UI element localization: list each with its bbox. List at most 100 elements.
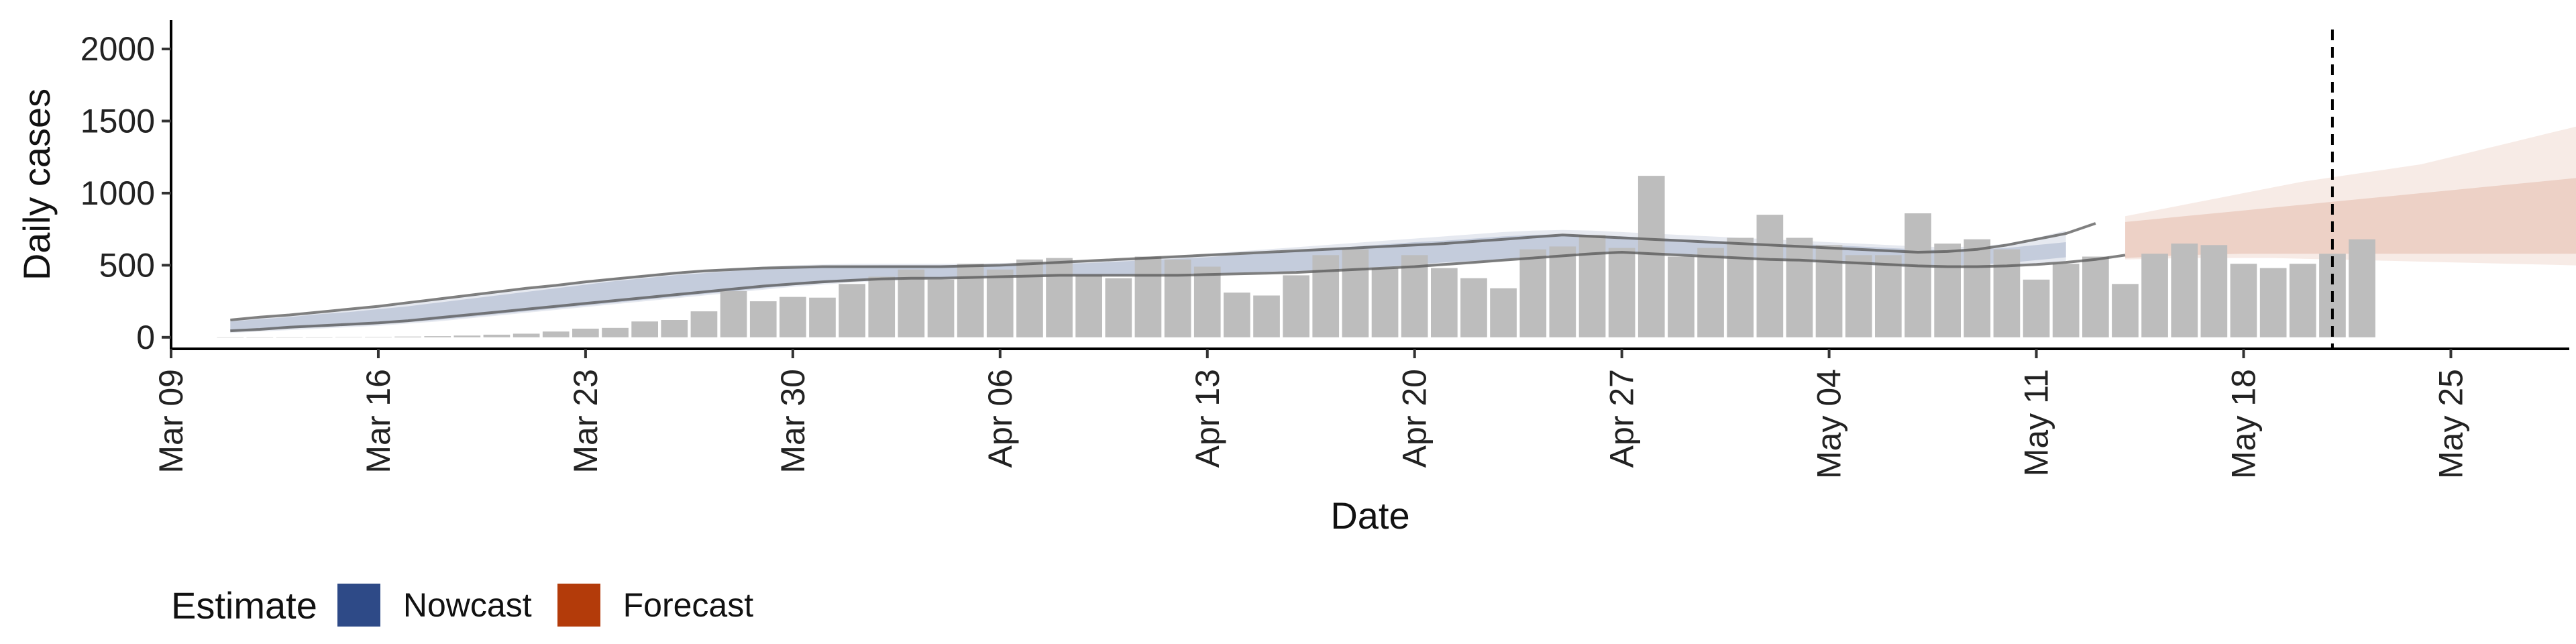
bar-reported-cases bbox=[1401, 255, 1428, 337]
bar-reported-cases bbox=[780, 297, 806, 337]
bar-reported-cases bbox=[1490, 288, 1517, 337]
x-tick-label: Apr 27 bbox=[1603, 369, 1641, 468]
legend-label-forecast: Forecast bbox=[623, 586, 754, 624]
x-tick-label: Mar 09 bbox=[152, 369, 190, 474]
bar-reported-cases bbox=[1046, 258, 1073, 337]
bar-reported-cases bbox=[2200, 245, 2228, 337]
bar-reported-cases bbox=[602, 327, 629, 337]
bar-reported-cases bbox=[2052, 264, 2080, 337]
bar-reported-cases bbox=[1845, 255, 1872, 337]
bar-reported-cases bbox=[1934, 244, 1961, 337]
bar-reported-cases bbox=[839, 284, 865, 337]
bar-reported-cases bbox=[1578, 235, 1606, 337]
bar-reported-cases bbox=[2023, 279, 2050, 337]
y-tick-label: 1000 bbox=[80, 174, 155, 212]
bar-reported-cases bbox=[749, 301, 777, 337]
bar-reported-cases bbox=[1697, 248, 1724, 337]
x-tick-label: Mar 23 bbox=[567, 369, 604, 474]
legend: Estimate Nowcast Forecast bbox=[171, 578, 779, 632]
bar-reported-cases bbox=[2141, 254, 2168, 337]
bar-reported-cases bbox=[927, 279, 955, 337]
bar-reported-cases bbox=[868, 276, 896, 337]
x-tick-label: Apr 20 bbox=[1396, 369, 1434, 468]
bar-reported-cases bbox=[1253, 295, 1280, 337]
reported-cases-bars bbox=[217, 176, 2375, 338]
bar-reported-cases bbox=[1904, 213, 1931, 337]
bar-reported-cases bbox=[542, 331, 570, 337]
bar-reported-cases bbox=[809, 297, 836, 337]
bar-reported-cases bbox=[1342, 249, 1369, 337]
bar-reported-cases bbox=[1016, 259, 1043, 337]
x-tick-label: May 18 bbox=[2225, 369, 2263, 479]
bar-reported-cases bbox=[1134, 256, 1162, 337]
legend-title: Estimate bbox=[171, 584, 317, 627]
x-axis-title: Date bbox=[1330, 494, 1409, 537]
bar-reported-cases bbox=[1371, 268, 1399, 337]
bar-reported-cases bbox=[631, 321, 658, 337]
estimate-outline-lines bbox=[230, 222, 2126, 333]
bar-reported-cases bbox=[1668, 256, 1695, 337]
x-tick-label: Apr 06 bbox=[981, 369, 1019, 468]
bar-reported-cases bbox=[2349, 239, 2375, 337]
bar-reported-cases bbox=[690, 311, 718, 337]
forecast-outer-band bbox=[2125, 126, 2576, 266]
bar-reported-cases bbox=[1312, 255, 1340, 337]
forecast-inner-band bbox=[2125, 178, 2576, 258]
bar-reported-cases bbox=[1875, 255, 1902, 337]
bar-reported-cases bbox=[2082, 256, 2109, 337]
y-tick-label: 500 bbox=[99, 246, 155, 284]
bar-reported-cases bbox=[276, 337, 303, 338]
bar-reported-cases bbox=[1283, 275, 1309, 337]
bar-reported-cases bbox=[572, 328, 599, 337]
bar-reported-cases bbox=[1460, 278, 1487, 337]
bar-reported-cases bbox=[2230, 264, 2257, 337]
bar-reported-cases bbox=[898, 269, 925, 337]
bar-reported-cases bbox=[1638, 176, 1665, 337]
bar-reported-cases bbox=[305, 337, 333, 338]
bar-reported-cases bbox=[1431, 268, 1458, 337]
y-axis-ticks: 0 500 1000 1500 2000 bbox=[80, 30, 171, 356]
bar-reported-cases bbox=[1608, 248, 1635, 337]
x-tick-label: May 04 bbox=[1811, 369, 1848, 479]
bar-reported-cases bbox=[1519, 249, 1547, 337]
bar-reported-cases bbox=[986, 269, 1014, 337]
bar-reported-cases bbox=[1193, 266, 1221, 337]
nowcast-upper-line bbox=[230, 222, 2096, 321]
x-axis-ticks: Mar 09 Mar 16 Mar 23 Mar 30 Apr 06 Apr 13 Apr … bbox=[152, 349, 2469, 479]
y-axis-title: Daily cases bbox=[15, 89, 58, 280]
bar-reported-cases bbox=[661, 320, 688, 337]
x-tick-label: May 25 bbox=[2432, 369, 2469, 479]
bar-reported-cases bbox=[1727, 237, 1754, 337]
bar-reported-cases bbox=[1993, 249, 2021, 337]
bar-reported-cases bbox=[1964, 239, 1991, 337]
bar-reported-cases bbox=[217, 337, 244, 338]
nowcast-lower-line bbox=[230, 250, 2126, 333]
bar-reported-cases bbox=[453, 335, 481, 337]
y-tick-label: 0 bbox=[136, 319, 155, 356]
legend-item-forecast: Forecast bbox=[557, 584, 754, 627]
legend-item-nowcast: Nowcast bbox=[337, 584, 532, 627]
bar-reported-cases bbox=[2289, 264, 2316, 337]
bar-reported-cases bbox=[483, 334, 511, 337]
bar-reported-cases bbox=[2259, 268, 2287, 337]
bar-reported-cases bbox=[1786, 237, 1813, 337]
x-tick-label: Apr 13 bbox=[1189, 369, 1226, 468]
legend-swatch-forecast bbox=[557, 584, 600, 627]
x-tick-label: May 11 bbox=[2018, 369, 2055, 476]
bar-reported-cases bbox=[2171, 244, 2198, 337]
bar-reported-cases bbox=[957, 264, 984, 337]
bar-reported-cases bbox=[1164, 259, 1191, 337]
bar-reported-cases bbox=[1549, 246, 1576, 337]
bar-reported-cases bbox=[720, 291, 747, 337]
bar-reported-cases bbox=[1075, 275, 1102, 337]
bar-reported-cases bbox=[1815, 245, 1843, 337]
bar-reported-cases bbox=[513, 333, 540, 337]
bar-reported-cases bbox=[1756, 215, 1784, 337]
y-tick-label: 2000 bbox=[80, 30, 155, 68]
forecast-bands bbox=[2125, 126, 2576, 266]
x-tick-label: Mar 30 bbox=[774, 369, 812, 474]
bar-reported-cases bbox=[246, 337, 274, 338]
bar-reported-cases bbox=[424, 336, 451, 337]
y-tick-label: 1500 bbox=[80, 102, 155, 140]
